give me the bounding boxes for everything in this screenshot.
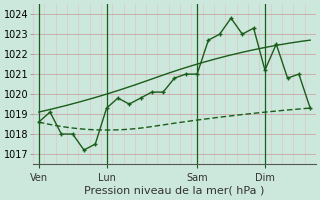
X-axis label: Pression niveau de la mer( hPa ): Pression niveau de la mer( hPa ) [84, 186, 265, 196]
